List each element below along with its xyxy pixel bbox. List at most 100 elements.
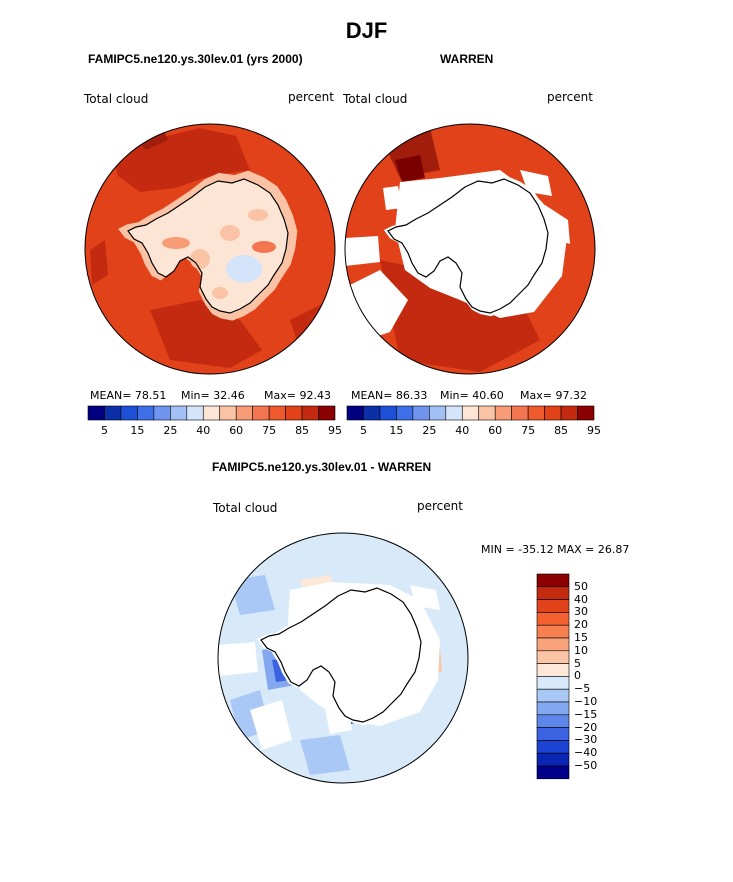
map-difference	[217, 532, 469, 784]
colorbar1-swatch	[285, 405, 303, 421]
diff-colorbar-label: −5	[574, 682, 591, 696]
colorbar2-swatch	[478, 405, 496, 421]
diff-colorbar-label: 50	[574, 579, 588, 593]
colorbar2-swatch	[560, 405, 578, 421]
panel2-min: Min= 40.60	[440, 389, 504, 402]
colorbar1-label: 15	[130, 424, 145, 437]
diff-colorbar-label: 15	[574, 631, 588, 644]
colorbar2-swatch	[461, 405, 480, 421]
panel2-units: percent	[547, 90, 593, 104]
diff-colorbar-label: −15	[574, 707, 598, 721]
colorbar2-swatch	[379, 405, 397, 421]
diff-colorbar-swatch	[536, 624, 570, 639]
diff-colorbar-label: 5	[574, 656, 581, 670]
colorbar1-swatch	[153, 405, 171, 421]
colorbar2-label: 75	[521, 424, 536, 437]
panel3-units: percent	[417, 499, 463, 513]
diff-colorbar-label: −10	[574, 695, 598, 708]
diff-colorbar-label: −20	[574, 720, 598, 734]
colorbar1-swatch	[268, 405, 286, 421]
panel2-case-name: WARREN	[440, 52, 494, 66]
colorbar2-swatch	[544, 405, 562, 421]
colorbar1-swatch	[87, 405, 105, 421]
diff-colorbar-label: 10	[574, 643, 588, 657]
colorbar2-swatch	[577, 405, 595, 421]
diff-colorbar-label: 30	[574, 605, 588, 619]
panel1-min: Min= 32.46	[181, 389, 245, 402]
diff-colorbar-label: 40	[574, 592, 588, 606]
panel1-max: Max= 92.43	[264, 389, 331, 402]
diff-colorbar-swatch	[536, 663, 570, 677]
map-warren	[344, 123, 596, 375]
diff-colorbar-swatch	[536, 637, 570, 652]
diff-colorbar-swatch	[536, 586, 570, 600]
colorbar2-swatch	[412, 405, 430, 421]
colorbar-model	[87, 405, 336, 421]
colorbar2-label: 15	[389, 424, 404, 437]
panel1-units: percent	[288, 90, 334, 104]
diff-colorbar-label: −40	[574, 746, 598, 760]
colorbar2-label: 95	[587, 424, 601, 437]
colorbar1-swatch	[202, 405, 221, 421]
panel1-variable: Total cloud	[84, 92, 149, 106]
colorbar1-label: 95	[328, 424, 342, 437]
diff-colorbar-swatch	[536, 714, 570, 728]
diff-colorbar-swatch	[536, 701, 570, 716]
diff-colorbar-swatch	[536, 752, 570, 767]
colorbar1-swatch	[170, 405, 188, 421]
panel3-case-name: FAMIPC5.ne120.ys.30lev.01 - WARREN	[212, 460, 432, 474]
panel3-variable: Total cloud	[213, 501, 278, 515]
colorbar1-swatch	[252, 405, 270, 421]
colorbar-difference	[536, 573, 570, 780]
diff-colorbar-label: −30	[574, 733, 598, 747]
figure-title: DJF	[345, 18, 388, 43]
colorbar1-swatch	[120, 405, 138, 421]
colorbar2-label: 5	[359, 424, 367, 437]
diff-colorbar-swatch	[536, 650, 570, 664]
panel2-mean: MEAN= 86.33	[351, 389, 428, 402]
diff-colorbar-swatch	[536, 573, 570, 588]
diff-colorbar-swatch	[536, 599, 570, 613]
colorbar1-label: 60	[229, 424, 244, 437]
colorbar1-swatch	[137, 405, 155, 421]
colorbar2-swatch	[346, 405, 364, 421]
colorbar2-swatch	[363, 405, 381, 421]
colorbar1-swatch	[235, 405, 253, 421]
colorbar1-swatch	[104, 405, 122, 421]
colorbar1-label: 85	[295, 424, 310, 437]
panel1-mean: MEAN= 78.51	[90, 389, 167, 402]
colorbar2-swatch	[527, 405, 545, 421]
diff-colorbar-swatch	[536, 740, 570, 754]
colorbar2-label: 25	[422, 424, 437, 437]
diff-colorbar-swatch	[536, 727, 570, 741]
diff-colorbar-label: 0	[574, 669, 581, 683]
colorbar-warren	[346, 405, 595, 421]
colorbar2-swatch	[396, 405, 414, 421]
diff-colorbar-swatch	[536, 676, 570, 690]
map-model	[84, 123, 336, 375]
colorbar2-label: 40	[455, 424, 470, 437]
panel2-variable: Total cloud	[343, 92, 408, 106]
diff-colorbar-swatch	[536, 688, 570, 703]
colorbar1-swatch	[318, 405, 336, 421]
colorbar2-label: 60	[488, 424, 503, 437]
colorbar2-swatch	[494, 405, 512, 421]
diff-colorbar-label: 20	[574, 618, 588, 632]
diff-colorbar-swatch	[536, 765, 570, 780]
colorbar2-swatch	[511, 405, 529, 421]
colorbar2-label: 85	[554, 424, 569, 437]
colorbar2-swatch	[429, 405, 447, 421]
diff-colorbar-swatch	[536, 612, 570, 626]
colorbar1-label: 5	[100, 424, 108, 437]
panel3-minmax: MIN = -35.12 MAX = 26.87	[481, 543, 630, 556]
colorbar1-swatch	[186, 405, 204, 421]
colorbar2-swatch	[445, 405, 463, 421]
diff-colorbar-label: −50	[574, 759, 598, 772]
colorbar1-label: 40	[196, 424, 211, 437]
colorbar1-label: 75	[262, 424, 277, 437]
colorbar1-swatch	[219, 405, 237, 421]
panel1-case-name: FAMIPC5.ne120.ys.30lev.01 (yrs 2000)	[88, 52, 303, 66]
colorbar1-label: 25	[163, 424, 178, 437]
colorbar1-swatch	[301, 405, 319, 421]
